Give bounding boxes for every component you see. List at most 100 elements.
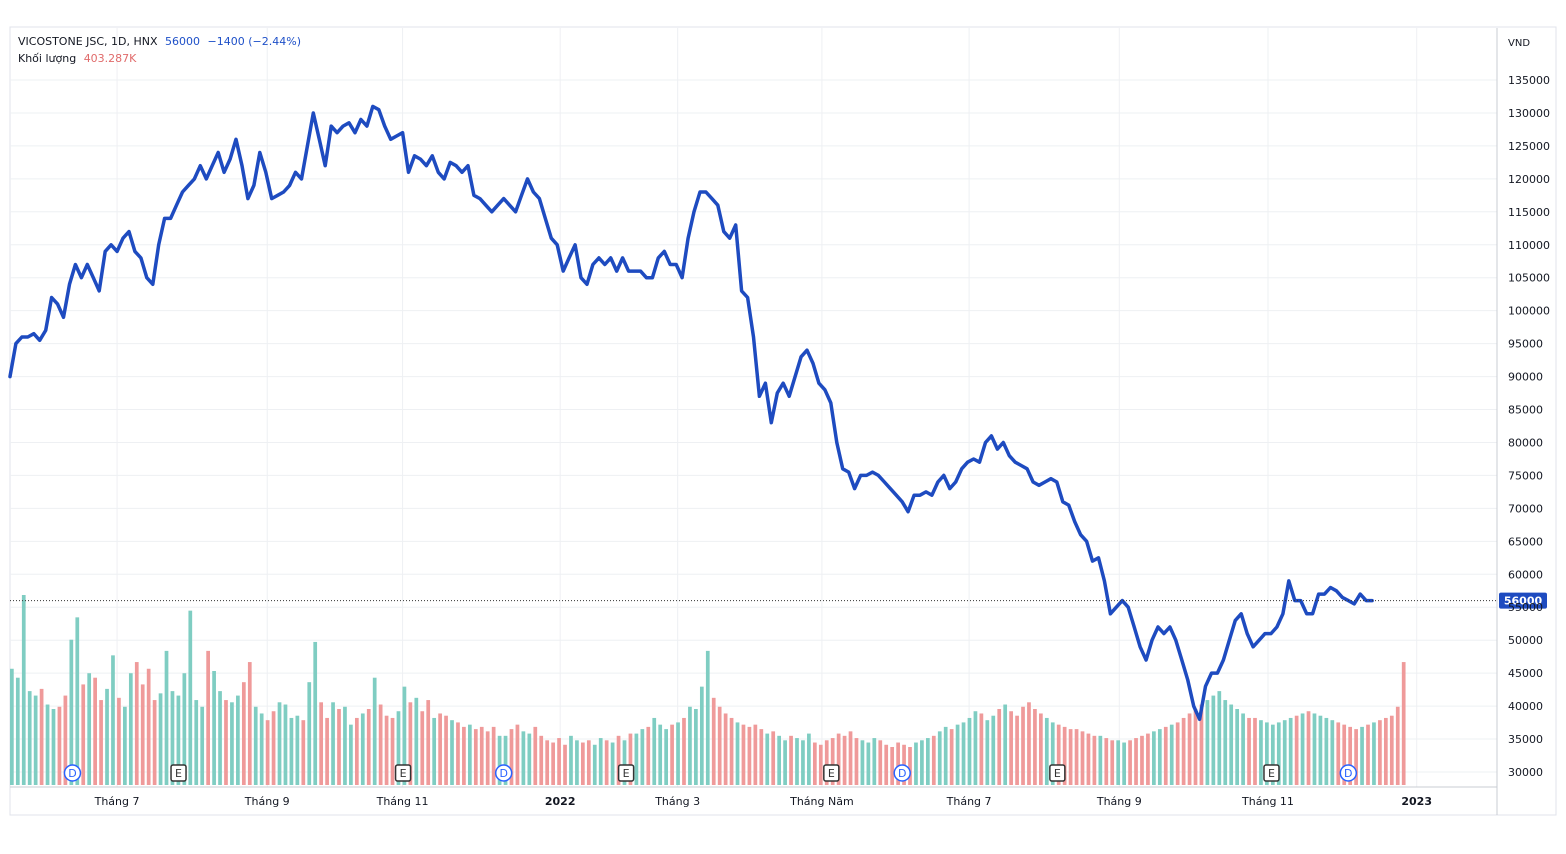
volume-bar [1288, 717, 1293, 785]
volume-bar [610, 742, 615, 785]
volume-bar [1152, 731, 1156, 785]
y-tick-label: 70000 [1508, 502, 1543, 515]
volume-bar [206, 650, 211, 785]
price-series [8, 104, 1374, 722]
x-tick-label: 2022 [545, 795, 576, 808]
volume-bar [539, 735, 544, 785]
volume-bar [1175, 722, 1180, 785]
volume-bar [426, 700, 431, 785]
volume-bar [628, 733, 633, 785]
volume-bar [1062, 726, 1067, 785]
dividend-marker[interactable] [63, 764, 82, 782]
volume-bar [991, 715, 996, 785]
y-tick-label: 135000 [1508, 74, 1550, 87]
volume-bar [259, 713, 264, 785]
volume-bar [75, 617, 80, 785]
volume-bar [753, 724, 758, 785]
volume-bar [1187, 713, 1192, 785]
volume-bar [81, 684, 86, 785]
volume-bar [652, 717, 657, 785]
volume-bar [1074, 729, 1079, 785]
y-axis: 30000 35000 40000 45000 50000 55000 60000 65000… [1496, 28, 1550, 815]
volume-bar [723, 713, 728, 785]
volume-bar [937, 731, 942, 785]
volume-bar [1366, 724, 1370, 785]
volume-bar [860, 740, 865, 785]
volume-bar [1389, 715, 1394, 785]
y-tick-label: 95000 [1508, 338, 1543, 351]
dividend-marker[interactable] [893, 764, 911, 782]
volume-bar [1140, 735, 1144, 785]
volume-bar [485, 731, 490, 785]
volume-bar [1068, 729, 1073, 785]
earnings-marker[interactable] [170, 764, 187, 782]
volume-bar [128, 673, 133, 785]
volume-bar [51, 709, 56, 785]
volume-bar [1294, 715, 1299, 785]
volume-bar [1348, 726, 1353, 785]
volume-bar [1050, 722, 1055, 785]
volume-bar [622, 740, 627, 785]
volume-bar [807, 733, 811, 785]
y-tick-label: 30000 [1508, 766, 1543, 779]
volume-bar [557, 738, 561, 785]
volume-bar [140, 684, 145, 785]
volume-bar [1163, 726, 1168, 785]
volume-bar [170, 691, 175, 785]
x-tick-label: Tháng Năm [789, 795, 854, 808]
volume-bar [1134, 738, 1138, 785]
volume-bar [699, 686, 704, 785]
volume-bar [343, 706, 347, 785]
volume-bar [1336, 722, 1341, 785]
y-axis-unit: VND [1508, 38, 1530, 49]
symbol-label[interactable]: VICOSTONE JSC, 1D, HNX [18, 35, 158, 48]
volume-bar [569, 735, 573, 785]
earnings-marker-label: E [175, 767, 182, 780]
volume-bar [1021, 706, 1025, 785]
volume-bar [99, 700, 103, 785]
x-tick-label: Tháng 11 [376, 795, 429, 808]
dividend-marker-label: D [898, 767, 906, 780]
earnings-marker[interactable] [394, 764, 412, 782]
earnings-marker[interactable] [823, 764, 840, 782]
volume-bar [920, 740, 924, 785]
earnings-marker[interactable] [617, 764, 635, 782]
volume-bar [438, 713, 442, 785]
earnings-marker[interactable] [1049, 764, 1066, 782]
volume-bar [777, 735, 782, 785]
volume-bar [771, 731, 776, 785]
volume-bar [331, 702, 335, 785]
dividend-marker[interactable] [1339, 764, 1358, 782]
dividend-marker[interactable] [494, 764, 513, 782]
volume-bar [176, 695, 181, 785]
earnings-marker-label: E [1268, 767, 1275, 780]
volume-bar [378, 704, 383, 785]
volume-bar [337, 709, 341, 785]
volume-bar [1211, 695, 1216, 785]
volume-bar [247, 662, 252, 785]
earnings-marker[interactable] [1263, 764, 1280, 782]
volume-bar [997, 709, 1002, 785]
volume-bar [1372, 722, 1376, 785]
volume-bar [581, 742, 585, 785]
volume-bar [783, 740, 787, 785]
y-tick-label: 130000 [1508, 107, 1550, 120]
legend-symbol-row: VICOSTONE JSC, 1D, HNX 56000 −1400 (−2.4… [18, 35, 305, 48]
volume-bar [57, 706, 62, 785]
volume-bar [1039, 713, 1043, 785]
volume-bar [230, 702, 234, 785]
legend-volume-row: Khối lượng 403.287K [18, 52, 140, 65]
volume-bar [812, 742, 817, 785]
volume-label[interactable]: Khối lượng [18, 52, 77, 65]
volume-bar [503, 735, 508, 785]
volume-bar [111, 655, 115, 785]
y-tick-label: 110000 [1508, 239, 1550, 252]
volume-bar [313, 641, 318, 785]
volume-bar [967, 717, 972, 785]
volume-bar [818, 744, 823, 785]
volume-bar [640, 729, 645, 785]
volume-bar [1330, 720, 1335, 785]
